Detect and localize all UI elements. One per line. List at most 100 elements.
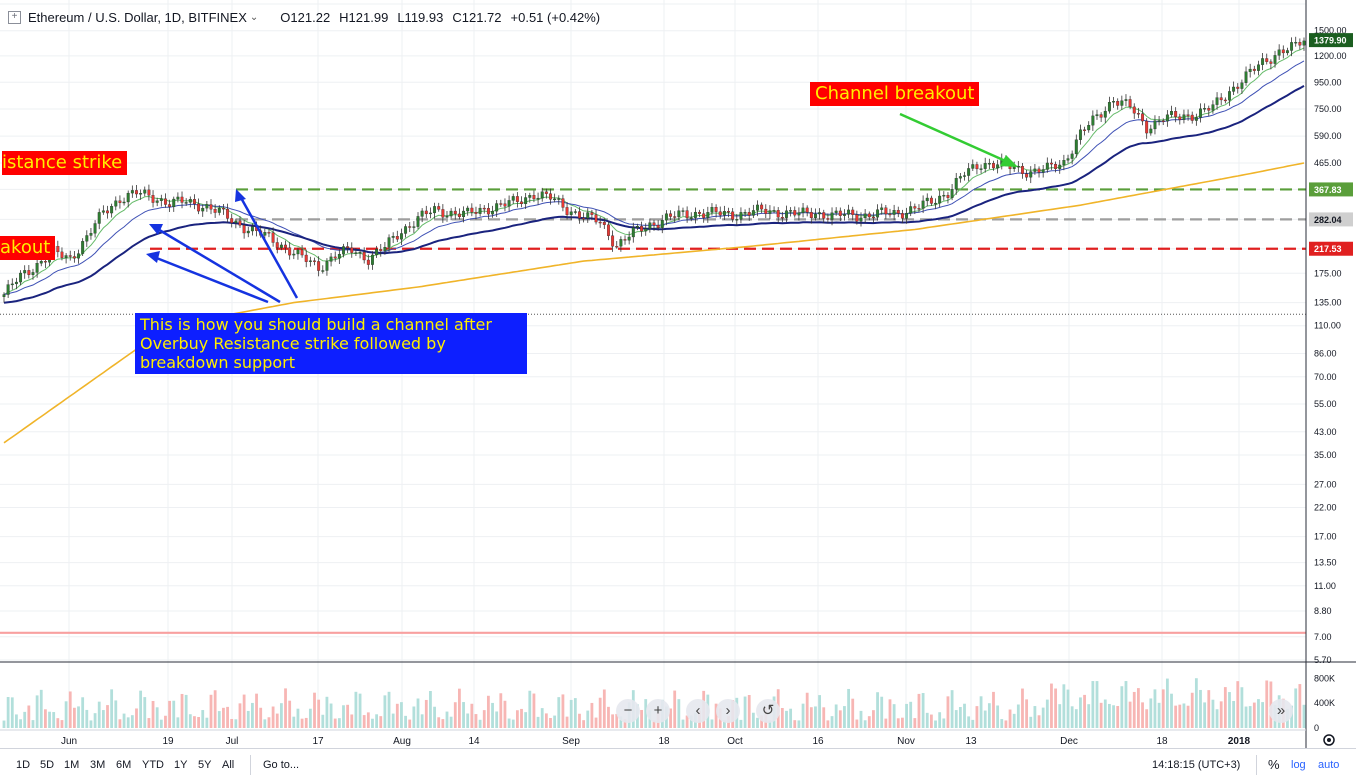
volume-bar [143,697,147,728]
candle-body [917,208,921,210]
candle-body [1194,117,1198,121]
price-label-bg [1309,212,1353,227]
scroll-left-icon[interactable]: ‹ [686,699,710,723]
candle-body [549,193,552,200]
volume-bar [1157,702,1161,728]
volume-bar [586,710,590,728]
volume-bar [358,693,362,728]
timeframe-6m[interactable]: 6M [116,759,132,771]
x-tick-label: 18 [658,736,670,747]
y-tick-label: 7.00 [1314,632,1332,642]
volume-bar [387,691,391,728]
volume-bar [967,716,971,728]
breakout-left-label: akout [0,236,56,260]
candle-body [1021,166,1024,174]
volume-bar [652,720,656,728]
volume-bar [379,716,383,728]
x-axis-ticks[interactable]: Jun 19 Jul 17 Aug 14 Sep 18 Oct 16 Nov 13 Dec 18 2018 [61,736,1251,747]
volume-bar [263,719,267,728]
candle-body [172,198,176,207]
volume-bar [747,695,751,728]
candle-body [1120,100,1124,106]
candle-body [553,198,557,201]
timeframe-1m[interactable]: 1M [64,759,80,771]
candle-body [681,210,685,212]
timeframe-ytd[interactable]: YTD [142,759,164,771]
settings-gear-icon[interactable] [1323,734,1335,746]
volume-bar [1124,681,1128,728]
scroll-to-realtime-icon[interactable]: » [1269,699,1293,723]
volume-bar [1062,684,1066,728]
price-label-bg [1309,33,1353,48]
expand-icon[interactable]: + [8,10,21,24]
goto-button[interactable]: Go to... [263,759,300,771]
candle-body [1078,129,1082,140]
clock-display[interactable]: 14:18:15 (UTC+3) [1152,759,1241,771]
volume-bar [722,720,726,728]
volume-bar [89,720,93,728]
symbol-title[interactable]: Ethereum / U.S. Dollar, 1D, BITFINEX [28,9,247,25]
volume-bar [1074,709,1078,728]
volume-bar [1029,716,1033,728]
volume-bar [1000,719,1004,728]
volume-bar [1223,687,1227,728]
candle-body [201,207,205,212]
volume-bar [1174,705,1178,728]
candle-body [913,206,917,209]
volume-bar [486,695,490,728]
y-axis-ticks[interactable]: 1500.00 1200.00 950.00 750.00 590.00 465.00 17… [1314,26,1347,665]
candle-body [867,213,871,218]
zoom-in-icon[interactable]: + [646,699,670,723]
timeframe-1d[interactable]: 1D [16,759,31,771]
reset-icon[interactable]: ↺ [756,699,780,723]
candle-body [747,212,751,216]
candle-body [1174,111,1178,117]
candle-body [325,261,329,271]
volume-bar [872,710,875,728]
candle-body [876,209,880,218]
scroll-right-icon[interactable]: › [716,699,740,723]
candle-body [569,211,573,215]
volume-bar [1165,678,1169,728]
volume-bar [1132,691,1136,728]
y-tick-label: 465.00 [1314,158,1342,168]
timeframe-3m[interactable]: 3M [90,759,106,771]
volume-bar [855,719,859,728]
candle-body [838,210,842,216]
timeframe-all[interactable]: All [222,759,235,771]
volume-bar [1228,692,1231,728]
candle-body [751,210,755,216]
volume-bar [478,719,482,728]
zoom-out-icon[interactable]: − [616,699,640,723]
candle-body [764,208,768,214]
candle-body [499,203,503,205]
timeframe-5d[interactable]: 5D [40,759,55,771]
candle-body [540,191,544,199]
volume-bar [267,717,271,728]
timeframe-1y[interactable]: 1Y [174,759,188,771]
volume-bar [255,693,258,728]
candle-body [669,213,673,217]
candle-body [68,255,72,257]
candle-body [250,226,254,232]
percent-toggle[interactable]: % [1268,757,1280,772]
candle-body [234,220,238,223]
candle-body [346,246,350,249]
volume-bar [1095,681,1099,728]
volume-bar [623,719,627,728]
candle-body [673,216,677,218]
timeframe-5y[interactable]: 5Y [198,759,212,771]
chevron-down-icon[interactable]: ⌄ [249,11,259,23]
volume-bar [996,705,1000,728]
volume-bar [1182,703,1186,728]
volume-bar [321,714,325,728]
candle-body [486,208,490,215]
candle-body [689,217,693,219]
volume-bar [81,697,85,728]
candle-body [996,164,1000,169]
auto-toggle[interactable]: auto [1318,759,1340,771]
volume-bar [830,716,834,728]
log-toggle[interactable]: log [1291,759,1306,771]
volume-bar [1050,683,1053,728]
